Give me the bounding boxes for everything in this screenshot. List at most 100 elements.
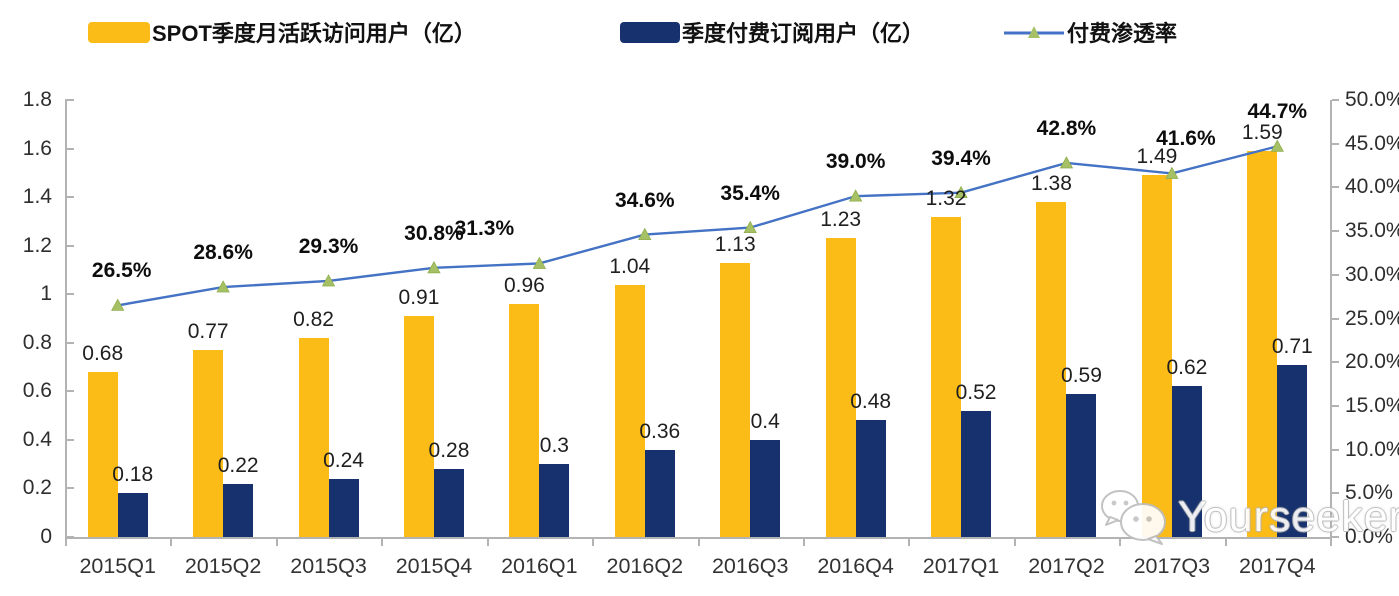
bottom-axis-tick xyxy=(908,539,911,546)
left-axis-tick xyxy=(65,196,74,199)
bottom-axis-tick xyxy=(1330,539,1332,546)
mau-bar-label: 1.59 xyxy=(1241,120,1283,144)
x-axis-category-label: 2016Q1 xyxy=(501,554,578,578)
wechat-icon xyxy=(1101,490,1166,545)
right-axis-line xyxy=(1330,100,1332,537)
mau-bar xyxy=(87,371,118,537)
x-axis-category-label: 2017Q4 xyxy=(1239,554,1316,578)
mau-bar xyxy=(720,262,751,537)
penetration-marker xyxy=(216,280,230,293)
right-axis-tick-label: 0.0% xyxy=(1345,525,1393,548)
right-axis-tick-label: 50.0% xyxy=(1345,88,1399,111)
right-axis-tick xyxy=(1332,230,1339,233)
bottom-axis-tick xyxy=(1119,539,1122,546)
watermark: Yourseeker xyxy=(1098,488,1399,546)
subs-bar xyxy=(644,449,675,537)
subs-bar xyxy=(855,420,886,537)
penetration-label: 35.4% xyxy=(720,181,780,205)
left-axis-tick-label: 1.2 xyxy=(22,233,52,257)
mau-bar xyxy=(509,303,540,537)
bottom-axis-line xyxy=(65,537,1332,539)
right-axis-tick-label: 25.0% xyxy=(1345,306,1399,330)
bottom-axis-tick xyxy=(697,539,700,546)
right-axis-tick-label: 20.0% xyxy=(1345,350,1399,374)
right-axis-tick-label: 15.0% xyxy=(1345,393,1399,417)
right-axis-tick xyxy=(1332,273,1339,276)
left-axis-tick-label: 0 xyxy=(40,525,52,548)
penetration-marker xyxy=(427,260,441,274)
penetration-label: 31.3% xyxy=(454,217,515,241)
left-axis-tick xyxy=(65,147,74,150)
penetration-legend-label: 付费渗透率 xyxy=(1067,21,1178,46)
x-axis-category-label: 2015Q4 xyxy=(395,554,473,578)
legend-item-subs: 季度付费订阅用户（亿） xyxy=(620,18,924,46)
penetration-marker xyxy=(743,220,757,234)
subs-bar xyxy=(1066,393,1097,537)
penetration-label: 39.4% xyxy=(931,146,991,170)
penetration-marker xyxy=(321,274,336,287)
penetration-marker xyxy=(111,298,125,311)
bottom-axis-tick xyxy=(65,539,67,546)
watermark-text: Yourseeker xyxy=(1178,492,1399,541)
mau-bar xyxy=(825,238,856,537)
x-axis-category-label: 2015Q1 xyxy=(79,554,156,578)
mau-bar-label: 0.91 xyxy=(398,286,440,310)
left-axis-tick-label: 1.4 xyxy=(22,185,52,209)
mau-bar xyxy=(298,337,329,537)
subs-bar xyxy=(328,478,359,537)
penetration-label: 42.8% xyxy=(1036,116,1097,140)
left-axis-tick xyxy=(65,438,74,441)
mau-bar-label: 1.13 xyxy=(714,232,756,256)
left-axis-tick-label: 0.8 xyxy=(22,330,52,354)
mau-bar-label: 1.32 xyxy=(925,186,967,210)
subs-bar xyxy=(750,439,781,537)
subs-bar-label: 0.18 xyxy=(112,463,154,487)
mau-bar-label: 0.68 xyxy=(82,341,124,365)
penetration-label: 44.7% xyxy=(1247,100,1308,124)
right-axis-tick-label: 35.0% xyxy=(1345,219,1399,243)
left-axis-tick xyxy=(65,293,74,296)
x-axis-category-label: 2017Q3 xyxy=(1133,554,1211,578)
subs-bar-label: 0.48 xyxy=(850,390,892,414)
mau-bar-label: 1.23 xyxy=(820,208,862,232)
right-axis-tick-label: 10.0% xyxy=(1345,437,1399,461)
left-axis-tick-label: 1.8 xyxy=(22,88,52,111)
bottom-axis-tick xyxy=(592,539,595,546)
subs-bar-label: 0.28 xyxy=(428,439,470,463)
mau-legend-swatch xyxy=(88,21,150,43)
x-axis-category-label: 2016Q3 xyxy=(711,554,789,578)
x-axis-category-label: 2016Q2 xyxy=(606,554,684,578)
penetration-label: 41.6% xyxy=(1156,127,1216,151)
right-axis-tick xyxy=(1332,142,1339,145)
left-axis-tick-label: 0.6 xyxy=(22,379,52,403)
mau-bar-label: 0.77 xyxy=(187,320,229,344)
right-axis-tick-label: 30.0% xyxy=(1345,262,1399,286)
bottom-axis-tick xyxy=(275,539,278,546)
mau-bar-label: 0.82 xyxy=(293,307,334,331)
subs-bar xyxy=(117,493,148,537)
x-axis-category-label: 2015Q3 xyxy=(290,554,367,578)
penetration-marker xyxy=(638,227,652,240)
right-axis-tick xyxy=(1332,448,1339,451)
left-axis-tick-label: 0.2 xyxy=(22,476,52,500)
penetration-legend-swatch xyxy=(1004,25,1064,38)
bottom-axis-tick xyxy=(381,539,384,546)
left-axis-tick-label: 1.6 xyxy=(22,136,52,160)
right-axis-tick xyxy=(1332,186,1339,189)
subs-bar xyxy=(433,469,464,537)
mau-legend-label: SPOT季度月活跃访问用户（亿） xyxy=(152,21,476,46)
penetration-label: 28.6% xyxy=(193,241,253,265)
mau-bar-label: 1.38 xyxy=(1031,171,1072,195)
bottom-axis-tick xyxy=(802,539,805,546)
mau-bar-label: 0.96 xyxy=(503,273,545,297)
subs-bar-label: 0.71 xyxy=(1271,334,1313,358)
penetration-line xyxy=(117,145,1278,307)
penetration-marker xyxy=(532,256,547,269)
mau-bar xyxy=(614,284,645,537)
right-axis-tick-label: 5.0% xyxy=(1345,481,1393,505)
x-axis-category-label: 2016Q4 xyxy=(817,554,894,578)
x-axis-category-label: 2017Q2 xyxy=(1028,554,1105,578)
left-axis-tick xyxy=(65,536,74,538)
mau-bar xyxy=(403,316,434,537)
left-axis-tick xyxy=(65,487,74,490)
